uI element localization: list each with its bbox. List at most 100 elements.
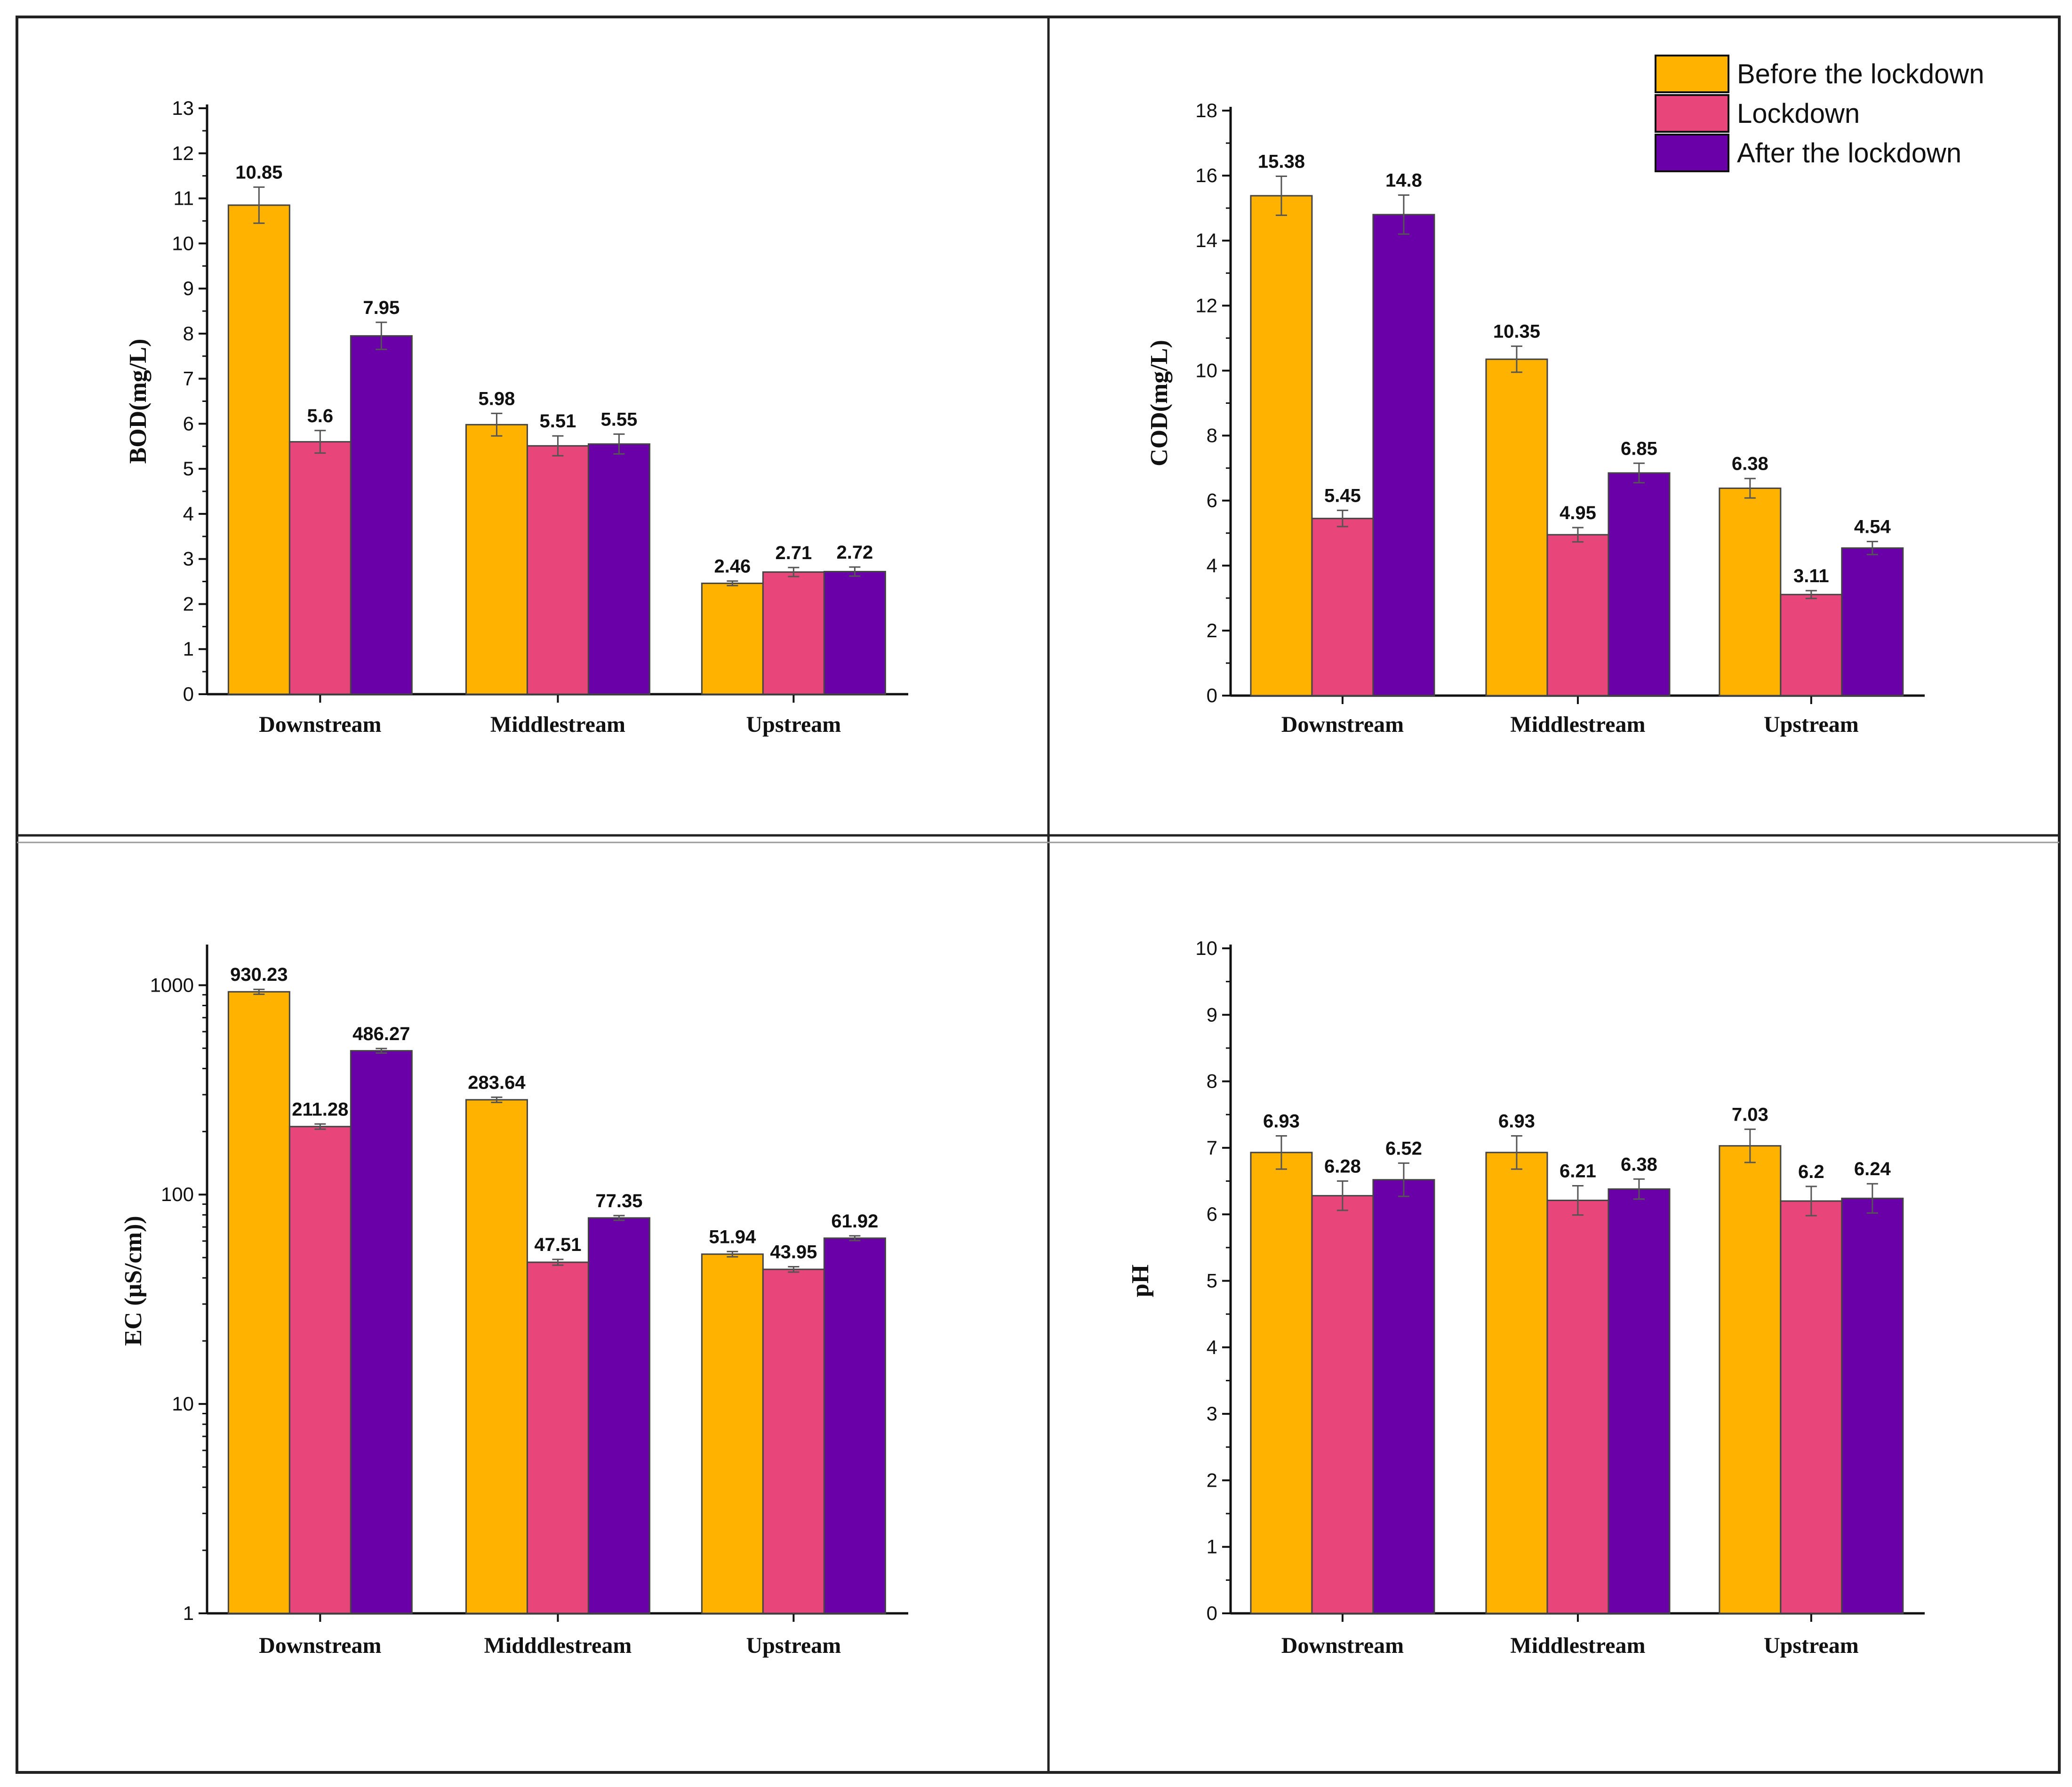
category-label: Upstream xyxy=(746,1633,841,1658)
bar-lockdown xyxy=(288,441,352,695)
data-label: 61.92 xyxy=(831,1211,878,1232)
y-tick-label: 5 xyxy=(1207,1270,1217,1292)
bar-lockdown xyxy=(1311,518,1374,697)
bar-after-the-lockdown xyxy=(1841,1197,1904,1614)
data-label: 6.21 xyxy=(1560,1161,1596,1181)
bar-before-the-lockdown xyxy=(1719,1145,1782,1614)
data-label: 6.24 xyxy=(1854,1159,1891,1179)
y-tick-label: 16 xyxy=(1195,164,1217,186)
category-label: Downstream xyxy=(1281,1633,1404,1658)
y-tick-label: 12 xyxy=(1195,294,1217,316)
y-tick-label: 10 xyxy=(1195,937,1217,959)
bar-before-the-lockdown xyxy=(1250,195,1313,697)
category-label: Upstream xyxy=(746,712,841,737)
data-label: 6.93 xyxy=(1498,1111,1535,1131)
y-tick-label: 4 xyxy=(183,503,194,525)
data-label: 6.2 xyxy=(1798,1162,1824,1182)
bar-lockdown xyxy=(288,1126,352,1614)
data-label: 283.64 xyxy=(468,1072,526,1093)
y-tick-label: 1 xyxy=(183,638,194,660)
bar-after-the-lockdown xyxy=(1372,214,1435,697)
ec-chart: 1 10 100 1000 EC (μS/cm)) Downstream 930.23 211… xyxy=(120,945,908,1658)
category-label: Middlestream xyxy=(1510,712,1645,737)
y-tick-label: 1 xyxy=(1207,1536,1217,1558)
data-label: 3.11 xyxy=(1793,566,1829,586)
data-label: 4.95 xyxy=(1560,503,1596,523)
data-label: 15.38 xyxy=(1258,151,1305,172)
y-tick-label: 100 xyxy=(161,1183,194,1205)
y-tick-label: 5 xyxy=(183,457,194,480)
y-tick-label: 7 xyxy=(1207,1137,1217,1159)
legend-label: Lockdown xyxy=(1737,98,1860,129)
data-label: 930.23 xyxy=(230,964,288,985)
bar-before-the-lockdown xyxy=(1485,358,1548,697)
y-tick-label: 8 xyxy=(183,322,194,345)
bar-lockdown xyxy=(1546,1200,1609,1614)
y-tick-label: 10 xyxy=(172,232,194,254)
y-tick-label: 3 xyxy=(1207,1402,1217,1425)
outer-frame xyxy=(16,16,2061,1774)
bar-before-the-lockdown xyxy=(701,1253,764,1614)
category-label: Downstream xyxy=(259,1633,381,1658)
bar-before-the-lockdown xyxy=(227,204,290,695)
y-tick-label: 3 xyxy=(183,548,194,570)
data-label: 6.52 xyxy=(1385,1138,1422,1159)
category-label: Middlestream xyxy=(1510,1633,1645,1658)
y-tick-label: 2 xyxy=(183,593,194,615)
bar-lockdown xyxy=(526,1261,589,1614)
y-tick-label: 9 xyxy=(183,277,194,299)
bod-chart: 012345678910111213BOD(mg/L)Downstream10.… xyxy=(125,97,908,737)
bar-before-the-lockdown xyxy=(1250,1152,1313,1614)
bar-after-the-lockdown xyxy=(1372,1179,1435,1614)
data-label: 6.38 xyxy=(1621,1154,1657,1175)
data-label: 5.55 xyxy=(601,409,638,430)
data-label: 6.85 xyxy=(1621,438,1657,459)
y-tick-label: 1 xyxy=(183,1602,194,1624)
y-tick-label: 2 xyxy=(1207,619,1217,641)
bar-before-the-lockdown xyxy=(701,582,764,695)
data-label: 5.51 xyxy=(540,411,576,432)
legend-swatch xyxy=(1655,55,1729,93)
category-label: Upstream xyxy=(1764,712,1859,737)
data-label: 47.51 xyxy=(534,1234,581,1255)
y-tick-label: 13 xyxy=(172,97,194,119)
bar-before-the-lockdown xyxy=(465,1099,528,1614)
bar-after-the-lockdown xyxy=(587,443,650,695)
y-axis-label: BOD(mg/L) xyxy=(125,339,152,464)
data-label: 43.95 xyxy=(770,1242,817,1262)
category-label: Midddlestream xyxy=(484,1633,632,1658)
data-label: 5.45 xyxy=(1324,485,1361,506)
y-tick-label: 4 xyxy=(1207,1336,1217,1358)
y-tick-label: 2 xyxy=(1207,1469,1217,1491)
data-label: 10.85 xyxy=(235,162,282,183)
data-label: 7.95 xyxy=(363,297,400,318)
y-tick-label: 14 xyxy=(1195,229,1217,251)
bar-before-the-lockdown xyxy=(465,424,528,695)
y-tick-label: 0 xyxy=(183,683,194,705)
bar-before-the-lockdown xyxy=(1719,487,1782,697)
y-tick-label: 1000 xyxy=(150,974,194,996)
data-label: 2.46 xyxy=(714,556,751,577)
bar-after-the-lockdown xyxy=(1608,1188,1671,1614)
bar-after-the-lockdown xyxy=(350,335,413,695)
data-label: 5.6 xyxy=(307,406,334,426)
category-label: Downstream xyxy=(1281,712,1404,737)
y-tick-label: 10 xyxy=(172,1393,194,1415)
legend-label: After the lockdown xyxy=(1737,138,1961,168)
y-tick-label: 18 xyxy=(1195,99,1217,121)
bar-before-the-lockdown xyxy=(227,991,290,1614)
y-tick-label: 6 xyxy=(1207,489,1217,512)
y-tick-label: 12 xyxy=(172,142,194,164)
bar-lockdown xyxy=(526,445,589,695)
data-label: 7.03 xyxy=(1732,1104,1768,1125)
category-label: Upstream xyxy=(1764,1633,1859,1658)
bar-after-the-lockdown xyxy=(587,1217,650,1614)
bar-lockdown xyxy=(1311,1195,1374,1614)
bar-after-the-lockdown xyxy=(350,1050,413,1614)
y-tick-label: 4 xyxy=(1207,554,1217,577)
y-axis-label: EC (μS/cm)) xyxy=(120,1216,147,1346)
data-label: 51.94 xyxy=(709,1226,756,1247)
bar-lockdown xyxy=(1546,534,1609,697)
bar-lockdown xyxy=(762,1268,825,1614)
